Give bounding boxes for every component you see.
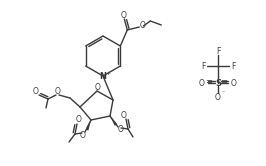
Text: S: S <box>215 79 221 87</box>
Polygon shape <box>86 120 91 130</box>
Text: F: F <box>216 46 220 55</box>
Text: O: O <box>80 131 85 140</box>
Text: ⁻: ⁻ <box>221 91 225 96</box>
Text: =: = <box>221 77 227 86</box>
Text: O: O <box>118 125 124 134</box>
Text: O: O <box>139 21 145 30</box>
Text: N: N <box>99 72 106 81</box>
Text: O: O <box>76 116 82 124</box>
Text: O: O <box>94 83 101 91</box>
Polygon shape <box>110 116 117 126</box>
Text: O: O <box>121 111 127 120</box>
Text: F: F <box>231 61 235 71</box>
Text: O: O <box>231 79 237 87</box>
Text: F: F <box>201 61 205 71</box>
Text: O: O <box>32 87 39 96</box>
Text: +: + <box>105 71 111 76</box>
Text: =: = <box>206 77 213 86</box>
Text: O: O <box>55 87 61 96</box>
Text: O: O <box>120 10 126 19</box>
Text: O: O <box>199 79 205 87</box>
Text: O: O <box>215 92 221 101</box>
